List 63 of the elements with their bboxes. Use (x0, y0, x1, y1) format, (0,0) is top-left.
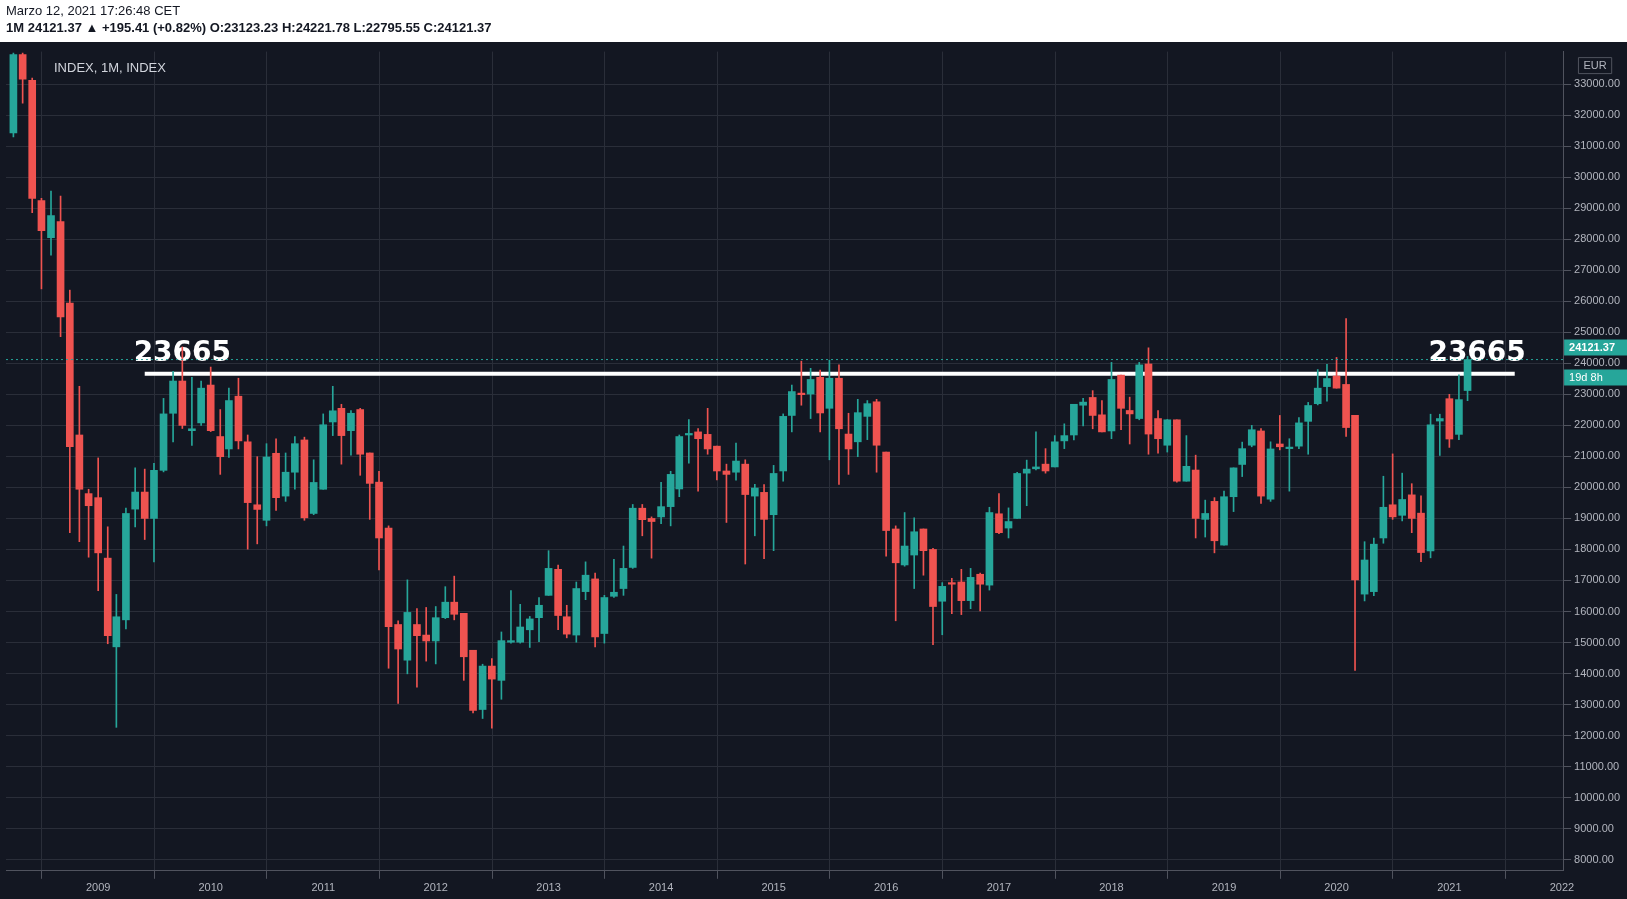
y-tick-label: 22000.00 (1574, 418, 1621, 431)
x-tick-label: 2010 (198, 881, 223, 894)
y-tick-label: 8000.00 (1574, 852, 1614, 865)
y-tick-label: 33000.00 (1574, 77, 1621, 90)
x-tick-label: 2011 (311, 881, 336, 894)
candlestick (488, 658, 496, 729)
y-tick-label: 20000.00 (1574, 480, 1621, 493)
x-tick-label: 2014 (648, 881, 674, 894)
y-tick-label: 17000.00 (1574, 573, 1621, 586)
x-tick-label: 2022 (1549, 881, 1575, 894)
y-tick-label: 13000.00 (1574, 697, 1621, 710)
y-tick-label: 19000.00 (1574, 511, 1621, 524)
x-tick-label: 2018 (1099, 881, 1124, 894)
candlestick (1201, 499, 1210, 538)
y-tick-label: 31000.00 (1574, 139, 1621, 152)
y-tick-label: 23000.00 (1574, 387, 1621, 400)
y-tick-label: 26000.00 (1574, 294, 1621, 307)
text: INDEX, 1M, INDEX (54, 59, 167, 75)
y-tick-label: 32000.00 (1574, 108, 1621, 121)
x-tick-label: 2017 (986, 881, 1012, 894)
y-tick-label: 27000.00 (1574, 263, 1621, 276)
text: Marzo 12, 2021 17:26:48 CET (6, 2, 182, 19)
candlestick (947, 577, 956, 614)
y-tick-label: 25000.00 (1574, 325, 1621, 338)
annotation: 23665 (133, 335, 232, 369)
x-tick-label: 2013 (536, 881, 561, 894)
y-tick-label: 29000.00 (1574, 201, 1621, 214)
candlestick (685, 419, 693, 464)
y-tick-label: 18000.00 (1574, 542, 1621, 555)
ref-line-label: 24121.37 (1569, 340, 1616, 353)
x-tick-label: 2012 (423, 881, 448, 894)
text: 19d 8h (1569, 370, 1603, 383)
y-axis-title: EUR (1583, 58, 1607, 71)
candlestick (1060, 423, 1069, 449)
y-tick-label: 28000.00 (1574, 232, 1621, 245)
candlestick (1275, 415, 1284, 451)
candlestick (694, 428, 702, 492)
candlestick (188, 376, 196, 446)
y-tick-label: 12000.00 (1574, 728, 1621, 741)
y-tick-label: 24000.00 (1574, 356, 1621, 369)
candlestick (750, 483, 759, 537)
x-tick-label: 2009 (85, 881, 111, 894)
y-tick-label: 30000.00 (1574, 170, 1621, 183)
candlestick (1125, 396, 1134, 445)
x-tick-label: 2020 (1324, 881, 1349, 894)
y-tick-label: 14000.00 (1574, 666, 1621, 679)
candlestick (328, 385, 337, 436)
y-tick-label: 9000.00 (1574, 821, 1614, 834)
x-tick-label: 2019 (1211, 881, 1237, 894)
candlestick (1435, 413, 1444, 456)
y-tick-label: 16000.00 (1574, 604, 1621, 617)
y-tick-label: 10000.00 (1574, 790, 1621, 803)
chart-subtitle: 1M 24121.37 ▲ +195.41 (+0.82%) O:23123.23 H:24221.78 L:22795.55 C:24121.37 (6, 19, 493, 36)
candlestick (610, 559, 618, 598)
x-tick-label: 2021 (1437, 881, 1462, 894)
candlestick (1323, 363, 1331, 402)
candlestick (253, 456, 262, 545)
x-tick-label: 2015 (761, 881, 786, 894)
y-tick-label: 21000.00 (1574, 449, 1621, 462)
x-tick-label: 2016 (873, 881, 899, 894)
y-tick-label: 11000.00 (1574, 759, 1620, 772)
y-tick-label: 15000.00 (1574, 635, 1621, 648)
annotation: 23665 (1428, 335, 1526, 369)
